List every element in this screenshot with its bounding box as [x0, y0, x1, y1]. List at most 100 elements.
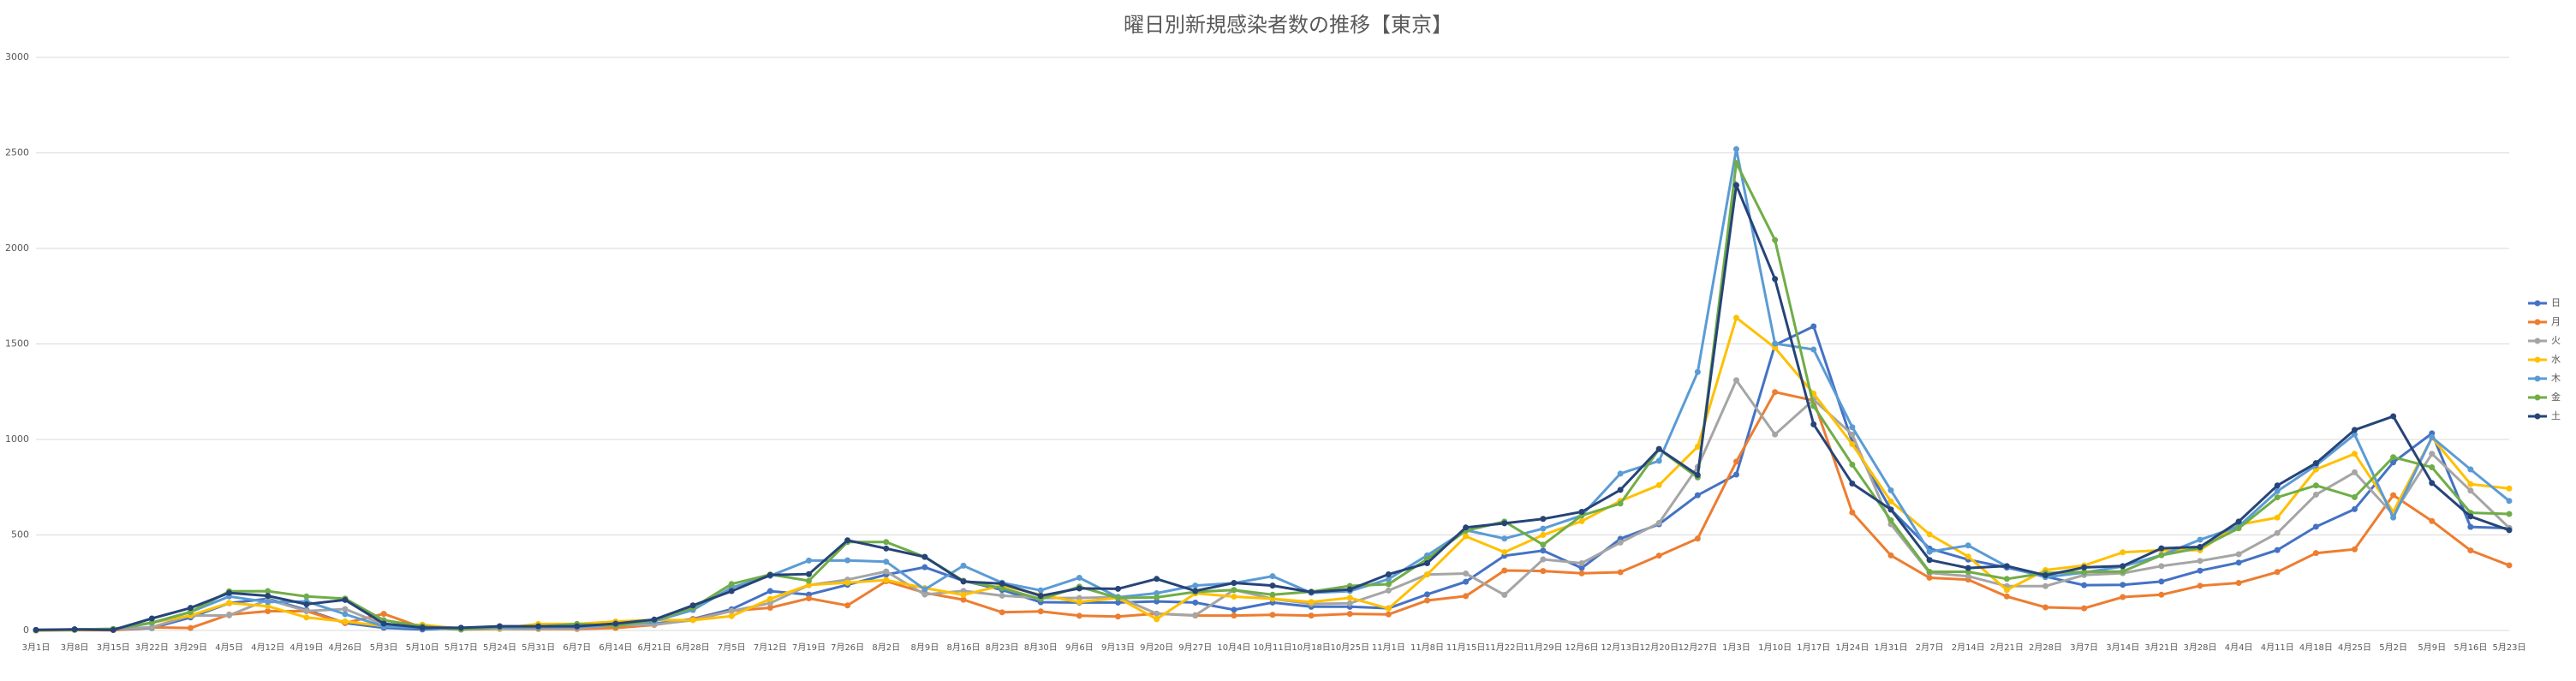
data-point [1540, 516, 1547, 523]
data-point [2120, 568, 2126, 575]
data-point [2120, 594, 2126, 600]
data-point [148, 619, 155, 626]
data-point [1810, 323, 1817, 330]
data-point [265, 607, 271, 614]
data-point [1849, 481, 1856, 487]
data-point [844, 537, 851, 544]
data-point [1463, 524, 1470, 531]
data-point [2197, 567, 2203, 574]
data-point [1655, 481, 1662, 488]
data-point [1308, 599, 1315, 606]
data-point [1887, 487, 1894, 493]
legend-marker [2534, 300, 2541, 307]
data-point [1115, 585, 1121, 592]
data-point [2235, 525, 2242, 532]
data-point [1810, 346, 1817, 353]
data-point [1772, 344, 1779, 351]
data-point [2506, 562, 2513, 569]
data-point [1501, 549, 1508, 556]
x-tick-label: 4月25日 [2338, 642, 2371, 653]
data-point [342, 611, 349, 618]
data-point [2390, 459, 2397, 466]
data-point [1192, 599, 1199, 606]
data-point [2312, 550, 2319, 557]
x-tick-label: 4月11日 [2261, 642, 2294, 653]
data-point [2429, 434, 2436, 441]
data-point [1346, 600, 1353, 606]
data-point [1849, 431, 1856, 438]
data-point [2506, 527, 2513, 534]
data-point [2003, 563, 2010, 570]
data-point [2352, 469, 2358, 475]
data-point [497, 623, 503, 630]
x-tick-label: 3月14日 [2106, 642, 2139, 653]
data-point [728, 607, 735, 614]
data-point [2312, 482, 2319, 489]
data-point [806, 595, 812, 602]
data-point [1655, 457, 1662, 464]
data-point [535, 623, 542, 630]
legend-label: 水 [2551, 354, 2561, 365]
data-point [1926, 569, 1933, 576]
data-point [1346, 594, 1353, 601]
data-point [766, 571, 773, 578]
data-point [2042, 604, 2048, 611]
data-point [226, 600, 233, 606]
data-point [2390, 492, 2397, 499]
legend-label: 月 [2551, 316, 2561, 327]
x-tick-label: 10月25日 [1331, 642, 1369, 653]
data-point [2197, 582, 2203, 589]
x-tick-label: 5月10日 [406, 642, 439, 653]
data-point [2235, 518, 2242, 525]
data-point [303, 593, 310, 600]
data-point [2120, 563, 2126, 570]
data-point [71, 626, 78, 633]
x-tick-label: 7月5日 [718, 642, 746, 653]
x-tick-label: 11月22日 [1485, 642, 1524, 653]
x-tick-label: 10月18日 [1291, 642, 1330, 653]
legend-marker [2534, 356, 2541, 363]
data-point [226, 589, 233, 596]
y-tick-label: 500 [11, 529, 29, 541]
data-point [2429, 517, 2436, 524]
data-point [1501, 535, 1508, 542]
data-point [766, 595, 773, 602]
data-point [1076, 585, 1082, 592]
data-point [999, 592, 1005, 599]
data-point [1733, 182, 1739, 188]
legend-label: 木 [2551, 373, 2561, 384]
data-point [342, 596, 349, 603]
data-point [999, 609, 1005, 616]
legend-label: 金 [2551, 391, 2561, 403]
data-point [806, 582, 812, 588]
x-tick-label: 4月18日 [2299, 642, 2333, 653]
data-point [2390, 454, 2397, 461]
x-tick-label: 9月27日 [1178, 642, 1212, 653]
data-point [110, 626, 116, 633]
data-point [1154, 616, 1160, 623]
data-point [806, 570, 812, 577]
data-point [1385, 605, 1392, 612]
x-tick-label: 11月1日 [1372, 642, 1405, 653]
data-point [33, 626, 39, 633]
data-point [1463, 578, 1470, 585]
data-point [1540, 556, 1547, 563]
data-point [265, 599, 271, 606]
data-point [1424, 597, 1430, 604]
x-tick-label: 7月12日 [754, 642, 787, 653]
x-tick-label: 7月26日 [831, 642, 864, 653]
data-point [303, 614, 310, 621]
x-tick-label: 3月15日 [97, 642, 130, 653]
x-tick-label: 5月23日 [2492, 642, 2525, 653]
x-tick-label: 3月21日 [2144, 642, 2178, 653]
data-point [1231, 594, 1237, 600]
x-tick-label: 10月11日 [1253, 642, 1291, 653]
data-point [419, 624, 426, 631]
x-tick-label: 5月24日 [483, 642, 516, 653]
data-point [1694, 443, 1701, 450]
legend-marker [2534, 375, 2541, 382]
data-point [2235, 551, 2242, 558]
data-point [2506, 511, 2513, 517]
x-tick-label: 11月29日 [1524, 642, 1562, 653]
data-point [1694, 492, 1701, 499]
